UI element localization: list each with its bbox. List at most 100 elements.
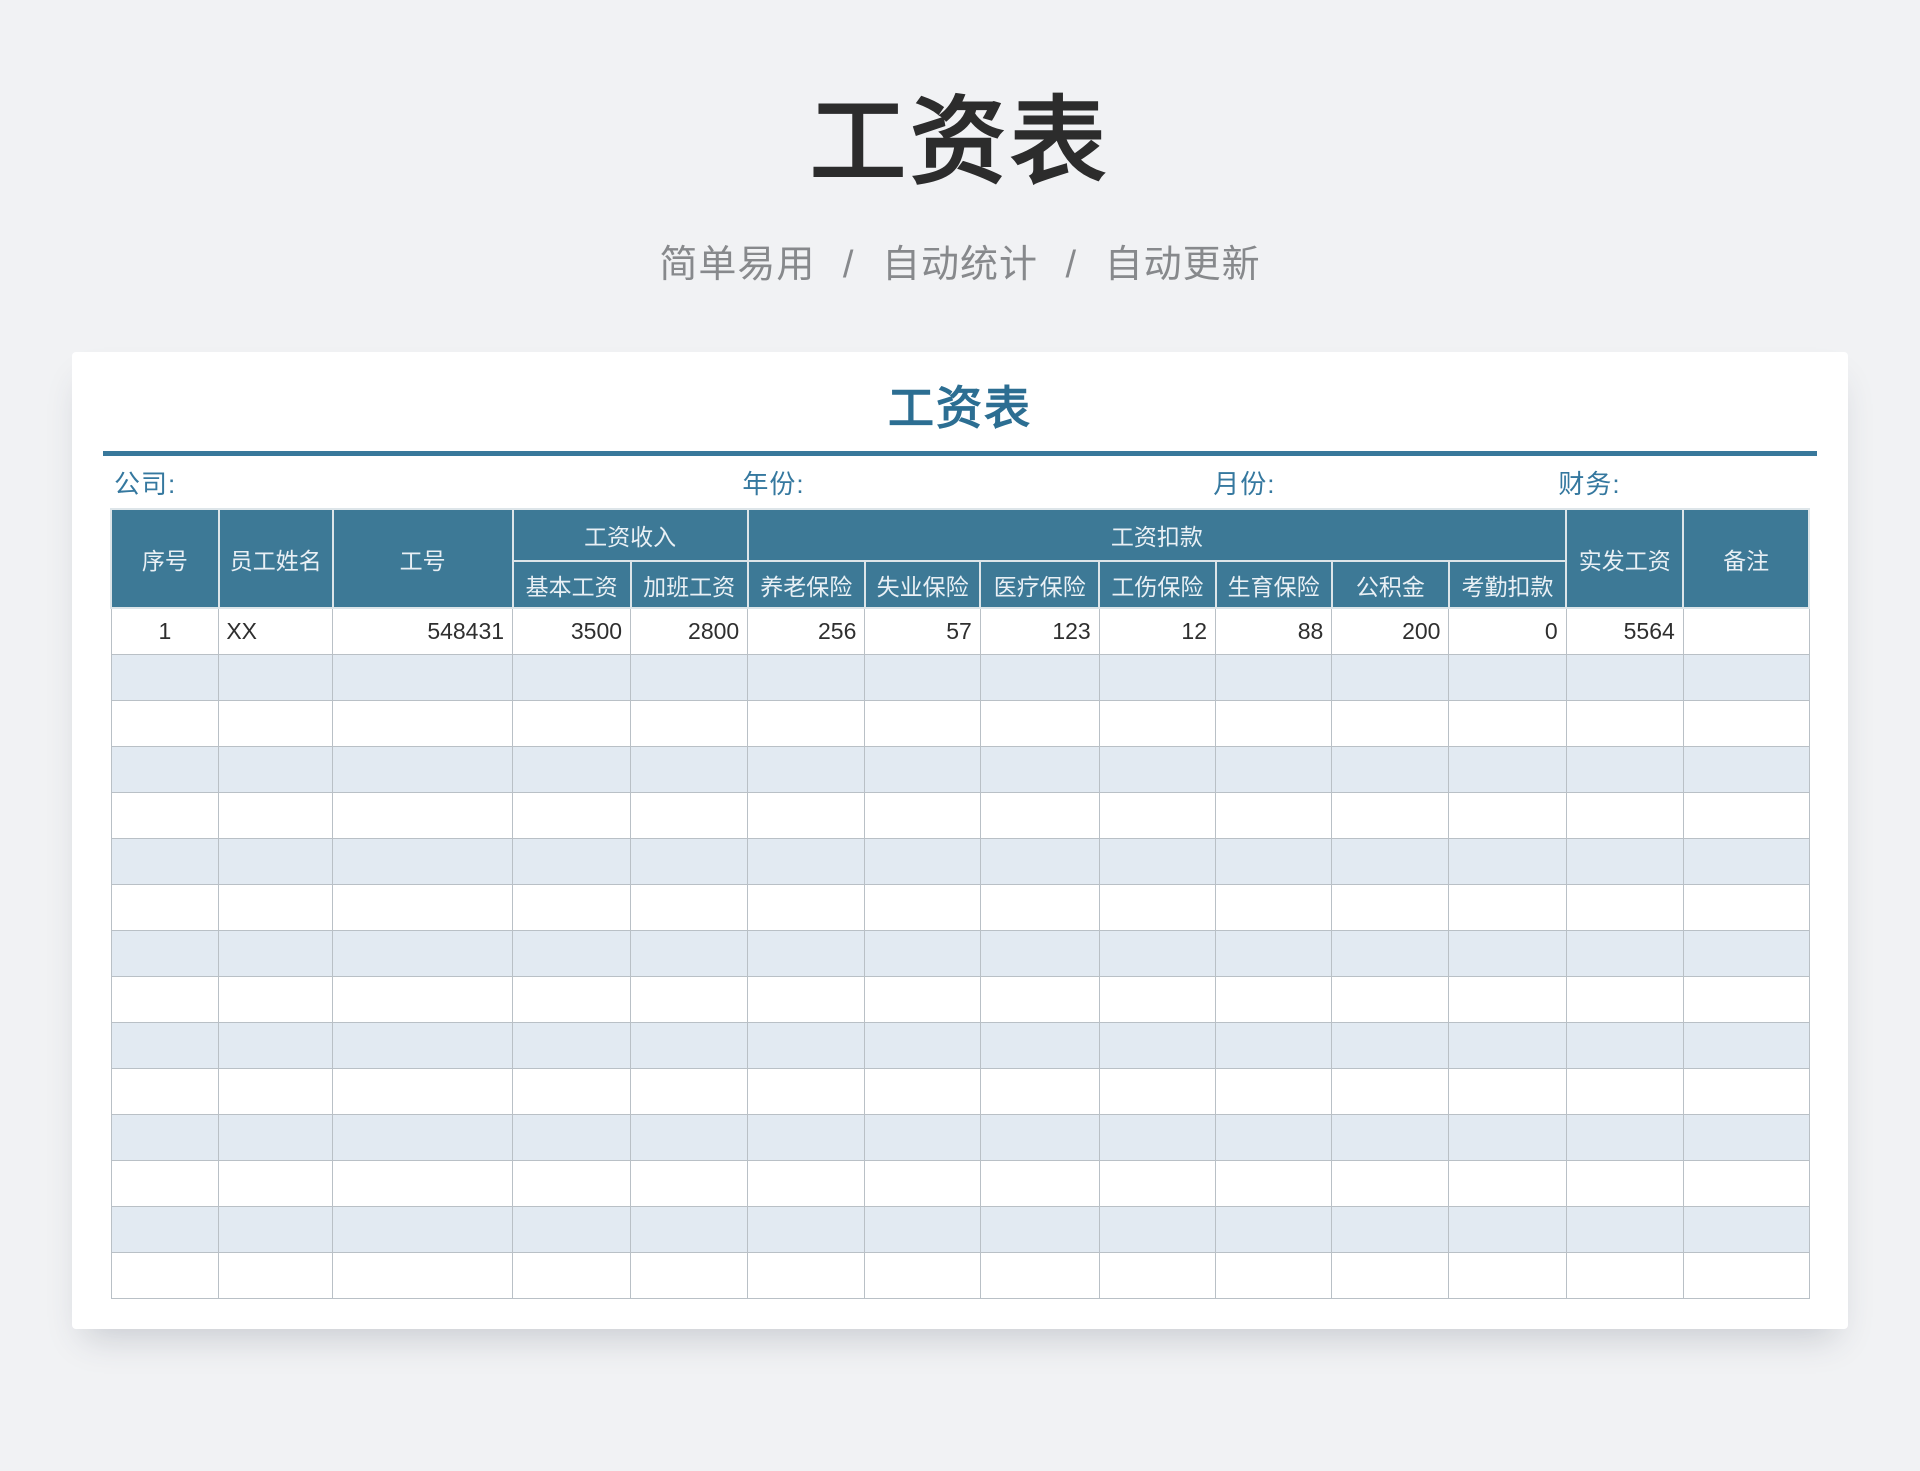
cell-r6-c12[interactable] xyxy=(1448,837,1567,885)
cell-r5-c8[interactable] xyxy=(979,791,1100,839)
cell-r10-c12[interactable] xyxy=(1448,1021,1567,1069)
cell-r10-c6[interactable] xyxy=(747,1021,866,1069)
cell-r12-c4[interactable] xyxy=(512,1113,632,1161)
cell-r1-c6[interactable]: 256 xyxy=(747,607,866,655)
cell-r9-c13[interactable] xyxy=(1565,975,1684,1023)
cell-r9-c8[interactable] xyxy=(979,975,1100,1023)
cell-r4-c7[interactable] xyxy=(864,745,981,793)
cell-r1-c5[interactable]: 2800 xyxy=(630,607,749,655)
cell-r11-c1[interactable] xyxy=(110,1067,220,1115)
cell-r9-c3[interactable] xyxy=(332,975,514,1023)
cell-r2-c7[interactable] xyxy=(864,653,981,701)
cell-r13-c8[interactable] xyxy=(979,1159,1100,1207)
cell-r6-c7[interactable] xyxy=(864,837,981,885)
cell-r1-c4[interactable]: 3500 xyxy=(512,607,632,655)
cell-r2-c2[interactable] xyxy=(218,653,334,701)
cell-r12-c14[interactable] xyxy=(1682,1113,1810,1161)
cell-r9-c12[interactable] xyxy=(1448,975,1567,1023)
cell-r3-c3[interactable] xyxy=(332,699,514,747)
cell-r2-c4[interactable] xyxy=(512,653,632,701)
cell-r14-c2[interactable] xyxy=(218,1205,334,1253)
cell-r6-c1[interactable] xyxy=(110,837,220,885)
cell-r7-c1[interactable] xyxy=(110,883,220,931)
cell-r13-c13[interactable] xyxy=(1565,1159,1684,1207)
cell-r14-c7[interactable] xyxy=(864,1205,981,1253)
cell-r10-c9[interactable] xyxy=(1098,1021,1217,1069)
cell-r12-c11[interactable] xyxy=(1331,1113,1450,1161)
cell-r8-c6[interactable] xyxy=(747,929,866,977)
cell-r3-c7[interactable] xyxy=(864,699,981,747)
cell-r9-c11[interactable] xyxy=(1331,975,1450,1023)
cell-r6-c4[interactable] xyxy=(512,837,632,885)
cell-r15-c13[interactable] xyxy=(1565,1251,1684,1299)
cell-r11-c12[interactable] xyxy=(1448,1067,1567,1115)
cell-r8-c1[interactable] xyxy=(110,929,220,977)
cell-r11-c7[interactable] xyxy=(864,1067,981,1115)
cell-r9-c9[interactable] xyxy=(1098,975,1217,1023)
cell-r8-c12[interactable] xyxy=(1448,929,1567,977)
cell-r6-c9[interactable] xyxy=(1098,837,1217,885)
cell-r8-c8[interactable] xyxy=(979,929,1100,977)
cell-r3-c14[interactable] xyxy=(1682,699,1810,747)
cell-r7-c6[interactable] xyxy=(747,883,866,931)
cell-r9-c6[interactable] xyxy=(747,975,866,1023)
cell-r14-c14[interactable] xyxy=(1682,1205,1810,1253)
cell-r1-c2[interactable]: XX xyxy=(218,607,334,655)
cell-r10-c10[interactable] xyxy=(1214,1021,1333,1069)
cell-r14-c1[interactable] xyxy=(110,1205,220,1253)
cell-r11-c13[interactable] xyxy=(1565,1067,1684,1115)
cell-r15-c5[interactable] xyxy=(630,1251,749,1299)
cell-r15-c9[interactable] xyxy=(1098,1251,1217,1299)
cell-r8-c10[interactable] xyxy=(1214,929,1333,977)
cell-r5-c4[interactable] xyxy=(512,791,632,839)
cell-r10-c11[interactable] xyxy=(1331,1021,1450,1069)
cell-r1-c8[interactable]: 123 xyxy=(979,607,1100,655)
cell-r4-c10[interactable] xyxy=(1214,745,1333,793)
cell-r7-c11[interactable] xyxy=(1331,883,1450,931)
cell-r1-c11[interactable]: 200 xyxy=(1331,607,1450,655)
cell-r2-c3[interactable] xyxy=(332,653,514,701)
cell-r11-c8[interactable] xyxy=(979,1067,1100,1115)
cell-r13-c14[interactable] xyxy=(1682,1159,1810,1207)
cell-r6-c3[interactable] xyxy=(332,837,514,885)
cell-r8-c7[interactable] xyxy=(864,929,981,977)
cell-r7-c14[interactable] xyxy=(1682,883,1810,931)
cell-r15-c4[interactable] xyxy=(512,1251,632,1299)
cell-r2-c14[interactable] xyxy=(1682,653,1810,701)
cell-r3-c11[interactable] xyxy=(1331,699,1450,747)
cell-r3-c4[interactable] xyxy=(512,699,632,747)
cell-r4-c14[interactable] xyxy=(1682,745,1810,793)
cell-r13-c11[interactable] xyxy=(1331,1159,1450,1207)
cell-r14-c13[interactable] xyxy=(1565,1205,1684,1253)
cell-r1-c1[interactable]: 1 xyxy=(110,607,220,655)
cell-r4-c1[interactable] xyxy=(110,745,220,793)
cell-r11-c11[interactable] xyxy=(1331,1067,1450,1115)
cell-r6-c11[interactable] xyxy=(1331,837,1450,885)
cell-r5-c2[interactable] xyxy=(218,791,334,839)
cell-r2-c5[interactable] xyxy=(630,653,749,701)
cell-r5-c13[interactable] xyxy=(1565,791,1684,839)
cell-r6-c10[interactable] xyxy=(1214,837,1333,885)
cell-r15-c1[interactable] xyxy=(110,1251,220,1299)
cell-r7-c13[interactable] xyxy=(1565,883,1684,931)
cell-r14-c12[interactable] xyxy=(1448,1205,1567,1253)
cell-r8-c2[interactable] xyxy=(218,929,334,977)
cell-r4-c6[interactable] xyxy=(747,745,866,793)
cell-r10-c8[interactable] xyxy=(979,1021,1100,1069)
cell-r9-c2[interactable] xyxy=(218,975,334,1023)
cell-r12-c6[interactable] xyxy=(747,1113,866,1161)
cell-r15-c2[interactable] xyxy=(218,1251,334,1299)
cell-r2-c8[interactable] xyxy=(979,653,1100,701)
cell-r13-c3[interactable] xyxy=(332,1159,514,1207)
cell-r7-c9[interactable] xyxy=(1098,883,1217,931)
cell-r10-c7[interactable] xyxy=(864,1021,981,1069)
cell-r3-c12[interactable] xyxy=(1448,699,1567,747)
cell-r5-c7[interactable] xyxy=(864,791,981,839)
cell-r5-c14[interactable] xyxy=(1682,791,1810,839)
cell-r4-c13[interactable] xyxy=(1565,745,1684,793)
cell-r12-c3[interactable] xyxy=(332,1113,514,1161)
cell-r13-c7[interactable] xyxy=(864,1159,981,1207)
cell-r4-c3[interactable] xyxy=(332,745,514,793)
cell-r10-c1[interactable] xyxy=(110,1021,220,1069)
cell-r1-c7[interactable]: 57 xyxy=(864,607,981,655)
